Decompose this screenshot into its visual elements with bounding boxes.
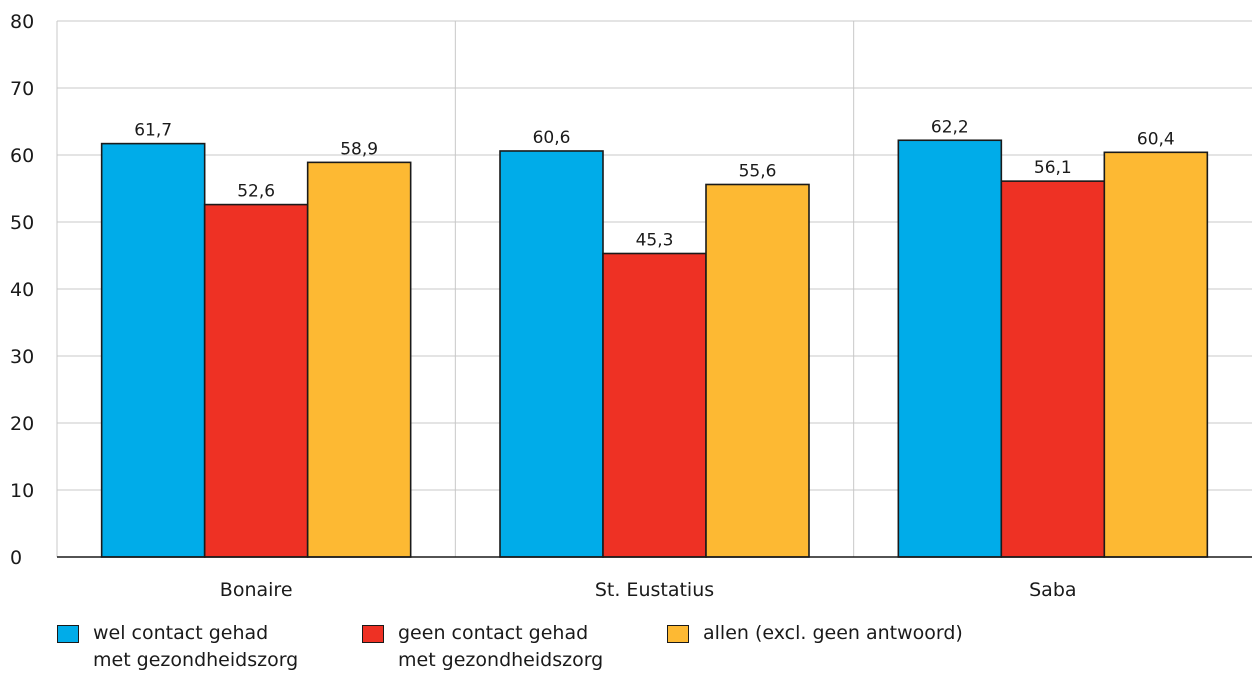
- x-tick-label: St. Eustatius: [595, 579, 714, 601]
- data-label: 56,1: [1034, 158, 1072, 178]
- bar: [100, 142, 206, 558]
- legend-item-allen: allen (excl. geen antwoord): [667, 620, 963, 647]
- data-label: 55,6: [739, 161, 777, 181]
- bar: [705, 183, 810, 558]
- y-tick-label: 10: [10, 480, 34, 502]
- y-tick-label: 50: [10, 212, 34, 234]
- data-label: 60,4: [1137, 129, 1175, 149]
- data-label: 62,2: [931, 117, 969, 137]
- legend-item-geen-contact: geen contact gehad met gezondheidszorg: [362, 620, 603, 674]
- legend-item-wel-contact: wel contact gehad met gezondheidszorg: [57, 620, 298, 674]
- y-tick-label: 60: [10, 145, 34, 167]
- bar: [499, 150, 604, 558]
- legend-label-allen: allen (excl. geen antwoord): [703, 622, 963, 644]
- legend-swatch-wel-contact: [57, 625, 79, 643]
- data-label: 45,3: [636, 230, 674, 250]
- bar: [602, 252, 707, 558]
- y-tick-label: 20: [10, 413, 34, 435]
- y-tick-label: 0: [10, 547, 22, 569]
- bar: [897, 139, 1003, 558]
- y-tick-label: 30: [10, 346, 34, 368]
- data-label: 58,9: [340, 139, 378, 159]
- legend: wel contact gehad met gezondheidszorg ge…: [0, 620, 1252, 682]
- data-label: 61,7: [134, 121, 172, 141]
- legend-swatch-geen-contact: [362, 625, 384, 643]
- legend-label-geen-contact: geen contact gehad met gezondheidszorg: [398, 622, 604, 671]
- bar-chart: 0 10 20 30 40 50 60 70 80 61,7 52,6 58,9 Bonaire 60,6…: [10, 11, 1252, 601]
- data-label: 60,6: [533, 128, 571, 148]
- y-tick-label: 80: [10, 11, 34, 33]
- x-tick-label: Bonaire: [220, 579, 293, 601]
- x-tick-label: Saba: [1029, 579, 1076, 601]
- bar: [1000, 180, 1106, 558]
- bar: [306, 161, 412, 558]
- legend-swatch-allen: [667, 625, 689, 643]
- y-tick-label: 70: [10, 78, 34, 100]
- legend-label-wel-contact: wel contact gehad met gezondheidszorg: [93, 622, 299, 671]
- bar: [203, 203, 309, 558]
- y-tick-label: 40: [10, 279, 34, 301]
- bar: [1103, 151, 1209, 558]
- data-label: 52,6: [237, 182, 275, 202]
